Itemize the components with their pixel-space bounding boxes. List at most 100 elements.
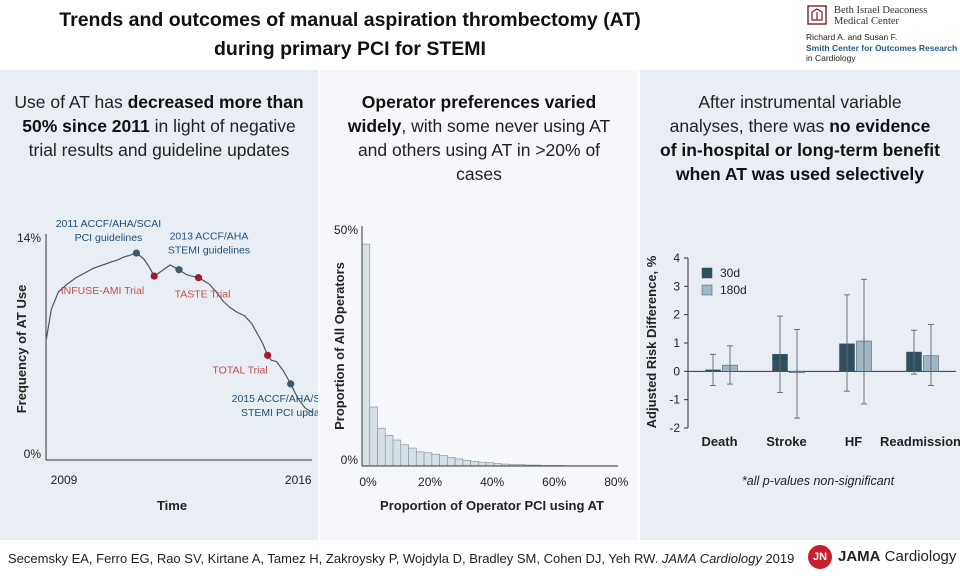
smith-line-1: Richard A. and Susan F.: [806, 32, 898, 42]
x-category-label: Readmission: [880, 434, 960, 449]
histogram-bar: [377, 427, 386, 467]
title-line-1: Trends and outcomes of manual aspiration…: [59, 9, 641, 31]
panel-trend: Use of AT has decreased more than 50% si…: [0, 70, 318, 540]
citation-authors: Secemsky EA, Ferro EG, Rao SV, Kirtane A…: [8, 551, 662, 566]
histogram-bar: [423, 452, 433, 467]
footnote: *all p-values non-significant: [742, 474, 895, 488]
x-category-label: Death: [701, 434, 737, 449]
histogram-bar: [415, 451, 425, 467]
x-category-label: Stroke: [766, 434, 806, 449]
citation: Secemsky EA, Ferro EG, Rao SV, Kirtane A…: [8, 551, 794, 566]
y-tick-label: 0: [673, 364, 680, 378]
jama-network-icon: JN: [808, 545, 832, 569]
smith-line-2: Smith Center for Outcomes Research: [806, 42, 958, 53]
cardiology-word: Cardiology: [880, 548, 957, 565]
smith-center-logo: Richard A. and Susan F. Smith Center for…: [806, 32, 957, 64]
x-tick-label: 60%: [542, 475, 566, 489]
lead-text-end: in light of negative trial results and g…: [28, 116, 296, 160]
page-title: Trends and outcomes of manual aspiration…: [0, 6, 700, 64]
histogram-bar: [400, 444, 409, 467]
histogram-bar: [446, 457, 456, 467]
lead-text: After instrumental variable analyses, th…: [669, 92, 902, 136]
x-tick-label: 80%: [604, 475, 628, 489]
y-axis-title: Adjusted Risk Difference, %: [644, 255, 659, 428]
x-axis-title: Proportion of Operator PCI using AT: [380, 498, 604, 513]
bidmc-name-line-1: Beth Israel Deaconess: [834, 5, 928, 16]
jama-word: JAMA: [838, 548, 881, 565]
event-marker: [132, 249, 141, 257]
y-tick-label: 14%: [17, 231, 41, 245]
event-label: PCI guidelines: [75, 232, 143, 244]
bidmc-logo: Beth Israel Deaconess Medical Center: [806, 2, 956, 30]
lead-bold: decreased more than 50% since 2011: [22, 92, 304, 136]
y-tick-label: 0%: [341, 453, 359, 467]
citation-journal: JAMA Cardiology: [661, 551, 762, 566]
y-tick-label: 3: [673, 279, 680, 293]
y-tick-label: 4: [673, 251, 680, 265]
histogram-bar: [470, 460, 479, 467]
histogram-bar: [369, 406, 378, 467]
y-tick-label: 50%: [334, 223, 358, 237]
series-line: [45, 252, 313, 413]
y-tick-label: 0%: [24, 447, 42, 461]
histogram-bar: [361, 243, 371, 467]
x-category-label: HF: [845, 434, 862, 449]
x-tick-label: 40%: [480, 475, 504, 489]
x-tick-label: 2009: [51, 473, 78, 487]
event-label: 2013 ACCF/AHA: [170, 231, 249, 243]
y-axis-title: Proportion of All Operators: [332, 262, 347, 430]
x-tick-label: 0%: [359, 475, 377, 489]
event-marker: [175, 266, 183, 274]
histogram-bar: [454, 458, 464, 467]
histogram-bar: [431, 453, 440, 467]
event-label: TASTE Trial: [175, 289, 231, 301]
x-axis-title: Time: [157, 498, 187, 513]
bidmc-seal-icon: [807, 5, 827, 25]
event-marker: [150, 272, 158, 280]
event-label: 2011 ACCF/AHA/SCAI: [56, 218, 161, 230]
x-tick-label: 2016: [285, 473, 312, 487]
event-marker: [287, 380, 295, 388]
event-label: STEMI guidelines: [168, 245, 250, 257]
legend-label: 30d: [720, 266, 740, 280]
event-label: 2015 ACCF/AHA/SCAI: [232, 393, 318, 405]
panel-trend-lead: Use of AT has decreased more than 50% si…: [14, 90, 304, 162]
event-marker: [194, 274, 203, 282]
y-tick-label: 1: [673, 336, 680, 350]
event-label: INFUSE-AMI Trial: [61, 285, 144, 297]
panel-outcomes: After instrumental variable analyses, th…: [640, 70, 960, 540]
y-tick-label: -1: [669, 393, 680, 407]
histogram-bar: [462, 459, 471, 467]
legend-swatch: [701, 267, 713, 279]
y-axis-title: Frequency of AT Use: [14, 285, 29, 414]
lead-bold: no evidence of in-hospital or long-term …: [660, 116, 940, 184]
lead-text: Use of AT has: [14, 92, 128, 112]
y-tick-label: -2: [669, 421, 680, 435]
lead-bold: Operator preferences varied widely: [347, 92, 597, 136]
panel-outcomes-lead: After instrumental variable analyses, th…: [660, 90, 940, 186]
panel-operator: Operator preferences varied widely, with…: [320, 70, 638, 540]
legend-swatch: [701, 284, 713, 296]
histogram-bar: [439, 455, 448, 467]
bidmc-name-line-2: Medical Center: [834, 16, 900, 27]
event-label: TOTAL Trial: [212, 364, 267, 376]
x-tick-label: 20%: [418, 475, 442, 489]
event-label: STEMI PCI update: [241, 407, 318, 419]
histogram-bar: [408, 447, 417, 467]
histogram-bar: [384, 434, 394, 467]
y-tick-label: 2: [673, 308, 680, 322]
panel-operator-lead: Operator preferences varied widely, with…: [336, 90, 622, 186]
title-line-2: during primary PCI for STEMI: [214, 38, 486, 60]
histogram-bar: [478, 461, 487, 467]
legend-label: 180d: [720, 283, 747, 297]
smith-line-3: in Cardiology: [806, 53, 856, 63]
event-marker: [264, 351, 272, 359]
risk-difference-chart: -2 -1 0 1 2 3 4 Adjusted Risk Difference, % Deat…: [644, 251, 960, 488]
citation-year: 2019: [761, 551, 795, 566]
lead-text: , with some never using AT and others us…: [357, 116, 611, 184]
histogram-bar: [392, 439, 402, 467]
footer: Secemsky EA, Ferro EG, Rao SV, Kirtane A…: [0, 540, 960, 576]
header: Trends and outcomes of manual aspiration…: [0, 0, 960, 70]
trend-chart: 14% 0% 2009 2016 Time Frequency of AT Use 2011…: [14, 218, 318, 513]
histogram-chart: 50% 0%0% 20% 40% 60% 80%Proportion of Operato…: [332, 223, 629, 513]
